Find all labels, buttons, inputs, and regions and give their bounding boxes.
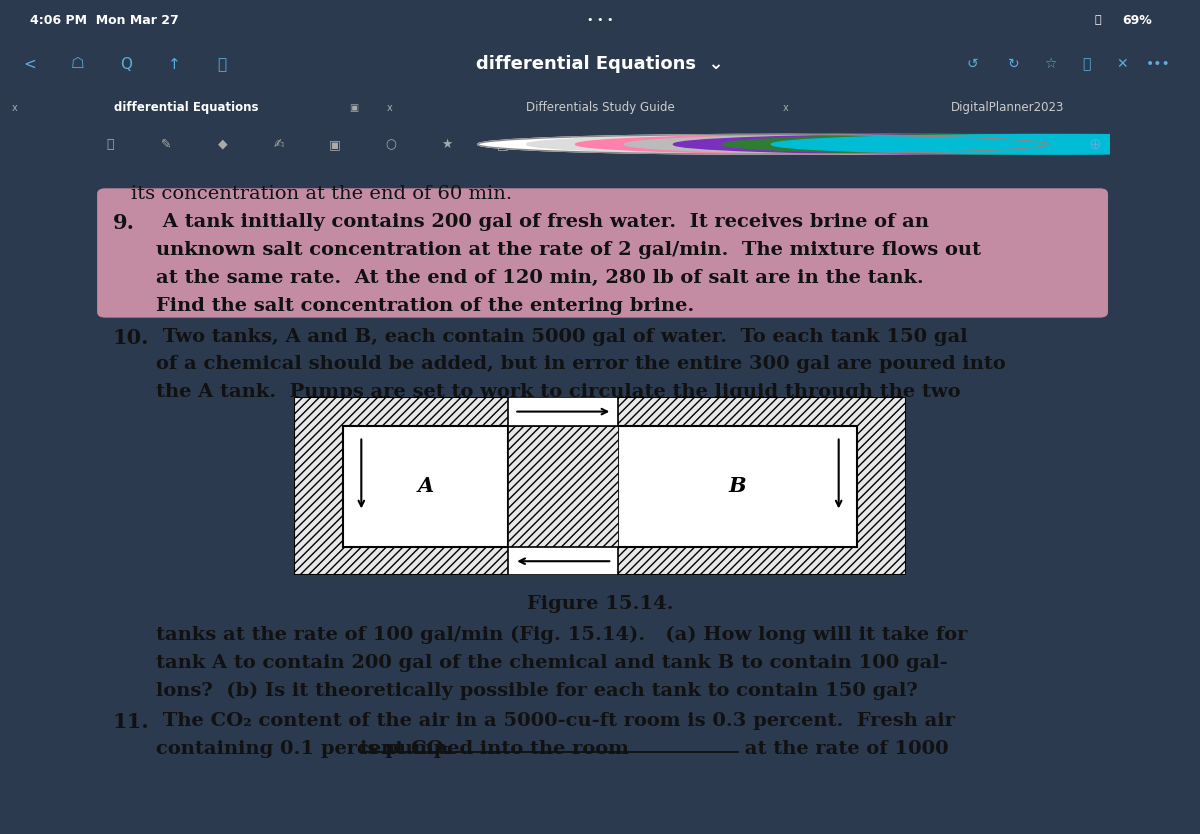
Text: ߷: ߷ <box>1094 15 1102 25</box>
Text: ☆: ☆ <box>1044 58 1056 71</box>
Text: tanks at the rate of 100 gal/min (Fig. 15.14).   (a) How long will it take for: tanks at the rate of 100 gal/min (Fig. 1… <box>156 626 967 644</box>
Text: ▣: ▣ <box>497 138 509 151</box>
Text: ↺: ↺ <box>966 58 978 71</box>
Text: ⍘: ⍘ <box>217 57 227 72</box>
Text: unknown salt concentration at the rate of 2 gal/min.  The mixture flows out: unknown salt concentration at the rate o… <box>156 241 982 259</box>
Circle shape <box>722 134 1200 154</box>
Bar <box>509 547 618 575</box>
Text: x: x <box>12 103 18 113</box>
Text: ⎙: ⎙ <box>1082 58 1090 71</box>
Text: x: x <box>388 103 392 113</box>
Text: ✍: ✍ <box>274 138 284 151</box>
Text: ★: ★ <box>610 138 620 151</box>
Text: ⚙: ⚙ <box>666 138 677 151</box>
Text: ↑: ↑ <box>168 57 180 72</box>
FancyBboxPatch shape <box>97 188 1108 318</box>
Text: x: x <box>784 103 788 113</box>
Text: T: T <box>556 138 563 151</box>
Text: differential Equations: differential Equations <box>114 101 258 114</box>
Text: containing 0.1 percent CO₂: containing 0.1 percent CO₂ <box>156 740 460 758</box>
Text: A: A <box>418 476 433 496</box>
Text: ◆: ◆ <box>217 138 228 151</box>
Text: at the rate of 1000: at the rate of 1000 <box>738 740 948 758</box>
Text: ✎: ✎ <box>161 138 172 151</box>
Text: ○: ○ <box>385 138 396 151</box>
Text: ✕: ✕ <box>1116 58 1128 71</box>
Text: ☖: ☖ <box>71 57 85 72</box>
Circle shape <box>772 134 1200 154</box>
Text: Figure 15.14.: Figure 15.14. <box>527 595 673 613</box>
Text: Find the salt concentration of the entering brine.: Find the salt concentration of the enter… <box>156 297 695 315</box>
Text: 9.: 9. <box>113 214 134 234</box>
Circle shape <box>624 134 1195 154</box>
Text: ▣: ▣ <box>349 103 359 113</box>
Text: ⫰: ⫰ <box>107 138 114 151</box>
Text: <: < <box>24 57 36 72</box>
Text: ★: ★ <box>442 138 452 151</box>
Text: ↻: ↻ <box>1008 58 1020 71</box>
Text: of a chemical should be added, but in error the entire 300 gal are poured into: of a chemical should be added, but in er… <box>156 355 1006 374</box>
Text: DigitalPlanner2023: DigitalPlanner2023 <box>952 101 1064 114</box>
Text: 10.: 10. <box>113 328 149 348</box>
Text: A tank initially contains 200 gal of fresh water.  It receives brine of an: A tank initially contains 200 gal of fre… <box>156 214 929 231</box>
Circle shape <box>576 134 1147 154</box>
Text: B: B <box>728 476 746 496</box>
Text: The CO₂ content of the air in a 5000-cu-ft room is 0.3 percent.  Fresh air: The CO₂ content of the air in a 5000-cu-… <box>156 712 955 730</box>
Text: • • •: • • • <box>587 15 613 25</box>
Text: Q: Q <box>120 57 132 72</box>
Circle shape <box>527 134 1098 154</box>
Text: tank A to contain 200 gal of the chemical and tank B to contain 100 gal-: tank A to contain 200 gal of the chemica… <box>156 654 948 671</box>
Text: •••: ••• <box>1146 58 1170 71</box>
Text: Differentials Study Guide: Differentials Study Guide <box>526 101 674 114</box>
Text: its concentration at the end of 60 min.: its concentration at the end of 60 min. <box>131 185 512 203</box>
Bar <box>509 397 618 426</box>
Text: 69%: 69% <box>1122 13 1152 27</box>
Text: ⊕: ⊕ <box>1088 137 1102 152</box>
Text: ▣: ▣ <box>329 138 341 151</box>
Text: at the same rate.  At the end of 120 min, 280 lb of salt are in the tank.: at the same rate. At the end of 120 min,… <box>156 269 924 287</box>
Text: 11.: 11. <box>113 712 149 732</box>
Text: is pumped into the room: is pumped into the room <box>360 740 629 758</box>
Text: differential Equations  ⌄: differential Equations ⌄ <box>476 55 724 73</box>
Text: •: • <box>718 135 727 153</box>
Text: lons?  (b) Is it theoretically possible for each tank to contain 150 gal?: lons? (b) Is it theoretically possible f… <box>156 681 918 700</box>
Text: 4:06 PM  Mon Mar 27: 4:06 PM Mon Mar 27 <box>30 13 179 27</box>
Text: the A tank.  Pumps are set to work to circulate the liquid through the two: the A tank. Pumps are set to work to cir… <box>156 384 961 401</box>
Bar <box>509 426 618 547</box>
Bar <box>618 426 857 547</box>
Bar <box>343 426 509 547</box>
Circle shape <box>673 134 1200 154</box>
Text: Two tanks, A and B, each contain 5000 gal of water.  To each tank 150 gal: Two tanks, A and B, each contain 5000 ga… <box>156 328 968 345</box>
Circle shape <box>478 134 1049 154</box>
